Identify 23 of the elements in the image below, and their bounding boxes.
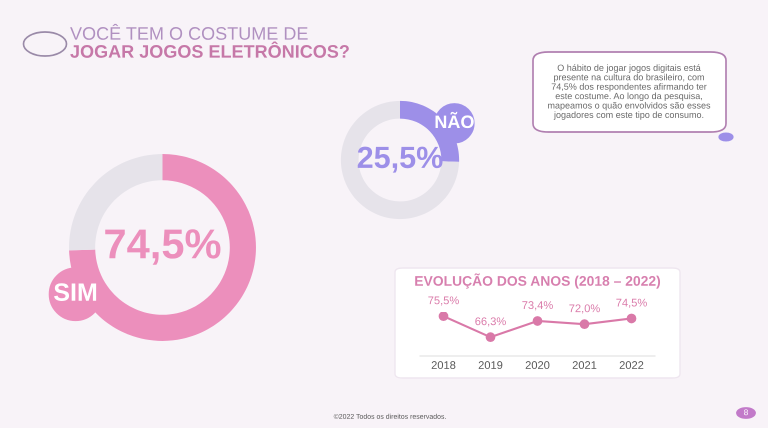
text: VOCÊ TEM O COSTUME DE JOGAR JOGOS ELETRÔNICOS?	[70, 24, 349, 58]
slice-label: NÃO	[436, 112, 474, 128]
data-label: 74,5%	[616, 298, 647, 308]
data-label: 66,3%	[475, 317, 506, 327]
data-label: 72,0%	[569, 304, 600, 314]
x-tick-label: 2021	[572, 361, 596, 370]
data-label: 73,4%	[522, 301, 553, 310]
x-tick-label: 2019	[478, 361, 502, 370]
text: 8	[744, 409, 748, 416]
point	[580, 319, 590, 330]
data-label: 75,5%	[428, 296, 459, 306]
data-label: 25,5%	[358, 146, 443, 173]
point	[626, 314, 636, 324]
point	[438, 312, 448, 322]
chart-title: EVOLUÇÃO DOS ANOS (2018 – 2022)	[415, 273, 660, 289]
x-tick-label: 2022	[620, 361, 644, 370]
slice-label: SIM	[54, 283, 96, 301]
point	[486, 332, 496, 342]
data-label: 74,5%	[105, 229, 220, 265]
x-tick-label: 2018	[432, 361, 456, 370]
x-tick-label: 2020	[526, 361, 550, 370]
text: O hábito de jogar jogos digitais está presente na cultura do brasileiro, com 74,5% dos respondentes afirmando ter este costume. Ao longo da pesquisa, mapeamos o quão envolvidos são esses jogadores com este tipo de consumo.	[548, 64, 710, 120]
point	[532, 316, 542, 326]
